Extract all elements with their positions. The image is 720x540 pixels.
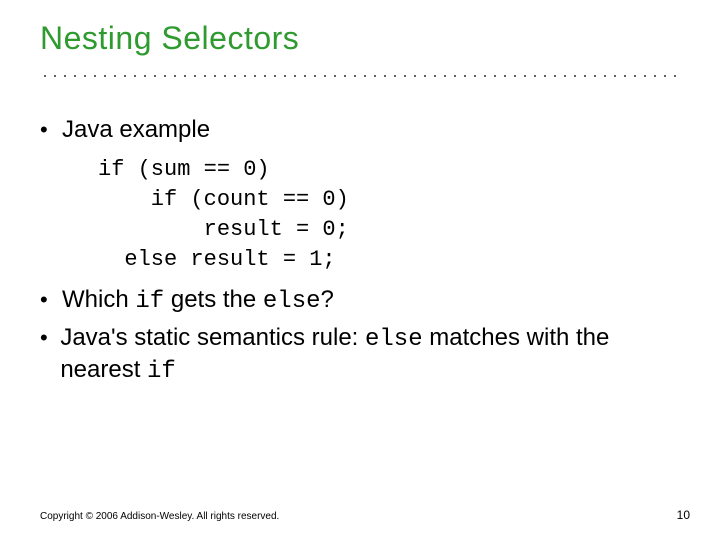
code-inline: if [135, 288, 164, 315]
bullet-item: • Java example [40, 115, 680, 145]
text-run: Java's static semantics rule: [60, 324, 365, 351]
code-line: if (sum == 0) [98, 157, 270, 182]
slide-title: Nesting Selectors [40, 20, 680, 57]
text-run: Which [62, 286, 135, 313]
bullet-marker: • [40, 285, 62, 315]
copyright-text: Copyright © 2006 Addison-Wesley. All rig… [40, 511, 279, 522]
bullet-item: • Which if gets the else? [40, 285, 680, 317]
code-line: if (count == 0) [98, 187, 349, 212]
slide-body: • Java example if (sum == 0) if (count =… [40, 115, 680, 387]
code-line: else result = 1; [98, 247, 336, 272]
bullet-marker: • [40, 323, 60, 353]
bullet-item: • Java's static semantics rule: else mat… [40, 323, 680, 387]
code-inline: else [263, 288, 321, 315]
bullet-text: Java example [62, 115, 210, 145]
text-run: ? [321, 286, 334, 313]
code-line: result = 0; [98, 217, 349, 242]
slide: Nesting Selectors • Java example if (sum… [0, 0, 720, 540]
text-run: gets the [164, 286, 263, 313]
page-number: 10 [677, 508, 690, 522]
bullet-text: Which if gets the else? [62, 285, 334, 317]
bullet-marker: • [40, 115, 62, 145]
code-block: if (sum == 0) if (count == 0) result = 0… [98, 155, 680, 275]
code-inline: else [365, 326, 423, 353]
slide-footer: Copyright © 2006 Addison-Wesley. All rig… [40, 508, 690, 522]
code-inline: if [147, 358, 176, 385]
divider-dots [40, 75, 680, 77]
bullet-text: Java's static semantics rule: else match… [60, 323, 680, 387]
